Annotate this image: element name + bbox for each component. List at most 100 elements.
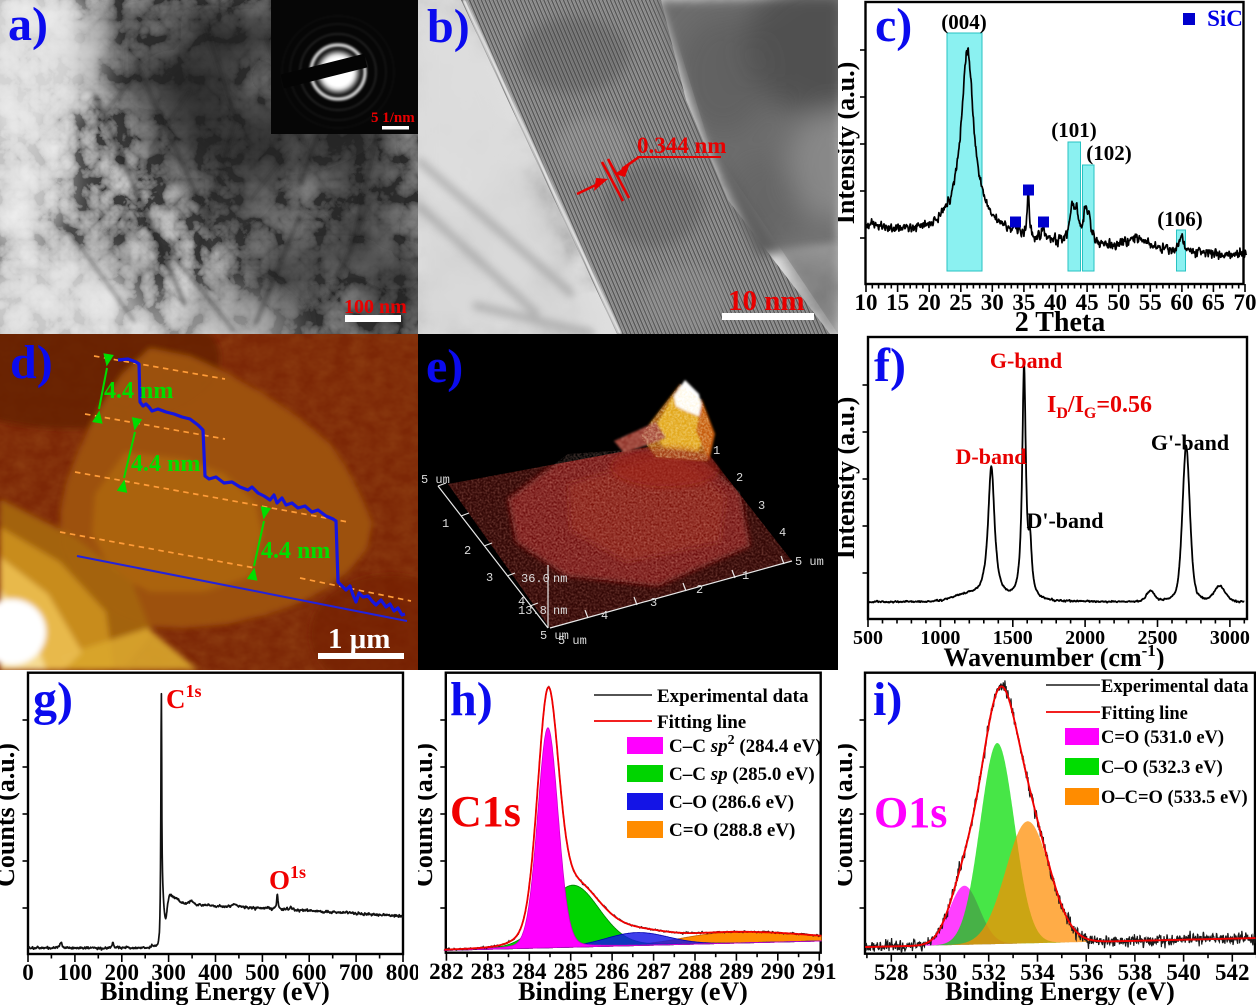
- svg-text:800: 800: [386, 960, 418, 985]
- svg-text:13.8: 13.8: [518, 604, 547, 618]
- svg-text:Binding Energy (eV): Binding Energy (eV): [518, 977, 748, 1005]
- svg-text:d): d): [10, 336, 53, 389]
- svg-text:0: 0: [22, 960, 34, 985]
- svg-text:G-band: G-band: [990, 348, 1062, 373]
- svg-text:b): b): [427, 0, 470, 53]
- svg-text:5 1/nm: 5 1/nm: [371, 110, 415, 126]
- svg-text:Counts (a.u.): Counts (a.u.): [0, 743, 20, 887]
- svg-text:65: 65: [1202, 290, 1225, 315]
- svg-text:100: 100: [58, 960, 93, 985]
- svg-text:(004): (004): [941, 10, 987, 34]
- svg-text:3: 3: [758, 499, 765, 513]
- svg-text:600: 600: [292, 960, 327, 985]
- svg-text:Experimental data: Experimental data: [657, 686, 809, 707]
- svg-text:2000: 2000: [1065, 627, 1105, 649]
- svg-text:291: 291: [802, 959, 837, 984]
- svg-text:700: 700: [339, 960, 374, 985]
- svg-text:C–C sp2 (284.4 eV): C–C sp2 (284.4 eV): [669, 733, 822, 757]
- svg-text:540: 540: [1166, 960, 1201, 985]
- svg-text:2: 2: [696, 583, 703, 597]
- svg-text:290: 290: [761, 959, 796, 984]
- svg-text:542: 542: [1215, 960, 1250, 985]
- svg-text:G'-band: G'-band: [1151, 430, 1229, 455]
- svg-text:528: 528: [874, 960, 909, 985]
- svg-text:a): a): [8, 0, 48, 51]
- svg-text:c): c): [875, 0, 912, 52]
- svg-text:SiC: SiC: [1207, 6, 1243, 31]
- svg-text:70: 70: [1234, 290, 1256, 315]
- svg-text:(106): (106): [1157, 207, 1203, 231]
- svg-text:Binding Energy (eV): Binding Energy (eV): [100, 977, 330, 1005]
- svg-text:C–C sp (285.0 eV): C–C sp (285.0 eV): [669, 764, 815, 785]
- svg-text:4: 4: [601, 609, 608, 623]
- svg-text:4.4 nm: 4.4 nm: [104, 378, 173, 404]
- svg-text:1: 1: [742, 569, 749, 583]
- svg-text:45: 45: [1076, 290, 1099, 315]
- svg-text:5 um: 5 um: [795, 555, 824, 569]
- svg-text:5 um: 5 um: [540, 629, 569, 643]
- svg-text:500: 500: [853, 627, 883, 649]
- svg-text:536: 536: [1069, 960, 1104, 985]
- svg-text:1 μm: 1 μm: [328, 623, 390, 655]
- svg-text:3: 3: [486, 571, 493, 585]
- svg-text:532: 532: [971, 960, 1006, 985]
- svg-text:10: 10: [855, 290, 878, 315]
- svg-text:nm: nm: [553, 572, 567, 586]
- svg-text:530: 530: [923, 960, 958, 985]
- svg-text:3000: 3000: [1210, 627, 1250, 649]
- svg-text:500: 500: [245, 960, 280, 985]
- svg-text:36.0: 36.0: [521, 572, 550, 586]
- svg-text:5 um: 5 um: [558, 634, 587, 648]
- svg-text:3: 3: [650, 596, 657, 610]
- svg-text:(102): (102): [1086, 141, 1132, 165]
- svg-text:Counts (a.u.): Counts (a.u.): [838, 743, 858, 887]
- svg-text:30: 30: [981, 290, 1004, 315]
- svg-text:1: 1: [713, 444, 720, 458]
- svg-text:2 Theta: 2 Theta: [1015, 307, 1106, 335]
- svg-text:55: 55: [1139, 290, 1162, 315]
- svg-text:2500: 2500: [1138, 627, 1178, 649]
- svg-text:284: 284: [512, 959, 547, 984]
- svg-text:285: 285: [553, 959, 588, 984]
- svg-text:40: 40: [1044, 290, 1067, 315]
- svg-text:C–O (286.6 eV): C–O (286.6 eV): [669, 792, 794, 813]
- svg-text:300: 300: [151, 960, 186, 985]
- svg-text:C=O (531.0 eV): C=O (531.0 eV): [1101, 728, 1224, 748]
- svg-text:D-band: D-band: [956, 444, 1027, 469]
- svg-text:1: 1: [442, 517, 449, 531]
- svg-text:200: 200: [105, 960, 140, 985]
- svg-text:287: 287: [636, 959, 671, 984]
- svg-text:1000: 1000: [920, 627, 960, 649]
- svg-text:289: 289: [719, 959, 754, 984]
- svg-text:400: 400: [198, 960, 233, 985]
- svg-text:h): h): [450, 673, 493, 726]
- svg-text:D'-band: D'-band: [1026, 508, 1103, 533]
- svg-text:35: 35: [1012, 290, 1035, 315]
- svg-text:100 nm: 100 nm: [344, 296, 407, 318]
- svg-text:2: 2: [464, 544, 471, 558]
- svg-text:Wavenumber (cm-1): Wavenumber (cm-1): [944, 641, 1165, 670]
- svg-text:25: 25: [949, 290, 972, 315]
- svg-text:Fitting line: Fitting line: [657, 712, 746, 733]
- svg-text:e): e): [426, 340, 463, 393]
- svg-text:O1s: O1s: [874, 788, 947, 837]
- svg-text:538: 538: [1118, 960, 1153, 985]
- svg-text:g): g): [33, 673, 73, 726]
- svg-text:4: 4: [518, 595, 525, 609]
- svg-text:Experimental data: Experimental data: [1101, 677, 1248, 697]
- svg-text:0.344 nm: 0.344 nm: [637, 133, 726, 158]
- svg-text:4: 4: [779, 526, 786, 540]
- svg-text:Counts (a.u.): Counts (a.u.): [418, 743, 438, 887]
- svg-text:20: 20: [918, 290, 941, 315]
- svg-text:(101): (101): [1051, 118, 1097, 142]
- svg-text:Intensity (a.u.): Intensity (a.u.): [838, 397, 860, 560]
- svg-text:10 nm: 10 nm: [728, 285, 805, 317]
- svg-text:1500: 1500: [993, 627, 1033, 649]
- svg-text:5 um: 5 um: [421, 473, 450, 487]
- svg-text:288: 288: [678, 959, 713, 984]
- svg-text:282: 282: [429, 959, 464, 984]
- svg-text:15: 15: [886, 290, 909, 315]
- svg-text:f): f): [874, 339, 906, 392]
- svg-text:50: 50: [1107, 290, 1130, 315]
- svg-text:Binding Energy (eV): Binding Energy (eV): [945, 977, 1175, 1005]
